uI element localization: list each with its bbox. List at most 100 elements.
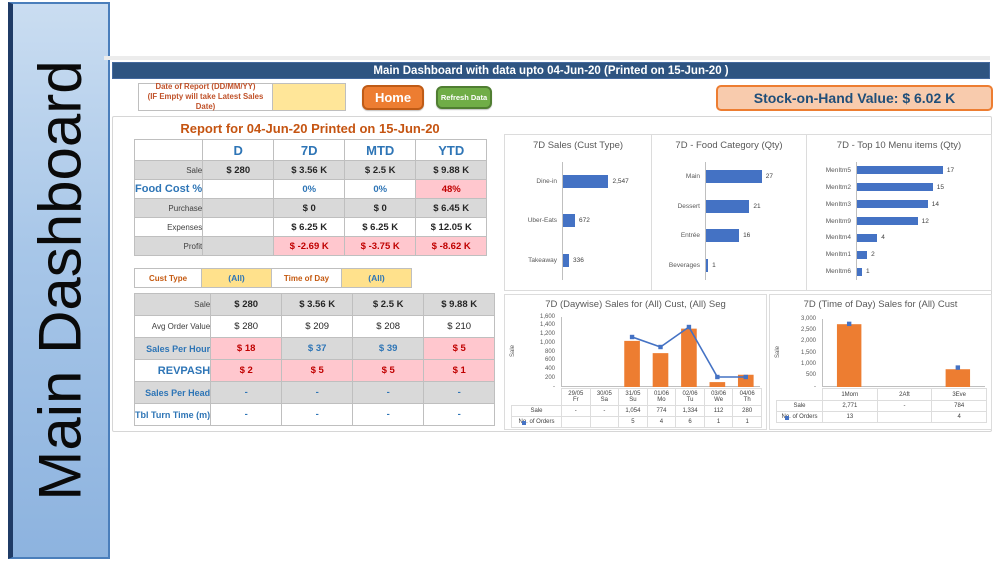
- cust-type-filter[interactable]: (All): [201, 268, 272, 288]
- bar-track: 1: [705, 250, 802, 280]
- category-header: 2Aft: [876, 388, 933, 401]
- bar: [737, 374, 754, 387]
- hbar-row: MenItm1 2: [809, 246, 987, 264]
- time-of-day-filter[interactable]: (All): [341, 268, 412, 288]
- table-cell: 0%: [273, 179, 346, 199]
- home-button[interactable]: Home: [362, 85, 424, 110]
- filter-row: Cust Type (All) Time of Day (All): [134, 268, 412, 288]
- chart-data-table: 1Morn 2Aft 3Eve Sale 2,771-784 No. of Orders 1…: [776, 388, 987, 423]
- chart-title: 7D (Time of Day) Sales for (All) Cust: [803, 299, 958, 310]
- main-panel: Report for 04-Jun-20 Printed on 15-Jun-2…: [112, 116, 992, 432]
- table-cell: $ 3.56 K: [281, 293, 354, 316]
- table-cell: 6: [675, 416, 705, 428]
- table-cell: 784: [931, 400, 987, 412]
- table-cell: 280: [732, 405, 762, 417]
- y-tick: -: [814, 383, 816, 390]
- table-row: Sale $ 280 $ 3.56 K $ 2.5 K $ 9.88 K: [133, 293, 496, 316]
- chart-data-table: 29/05 Fr 30/05 Sa 31/05 Su 01/06 Mo 02/06 Tu 03/06…: [511, 388, 762, 428]
- table-cell: $ 12.05 K: [415, 217, 488, 237]
- table-cell: -: [281, 381, 354, 404]
- bar: [857, 250, 868, 259]
- category-header: 04/06 Th: [732, 388, 762, 406]
- bar: [857, 217, 918, 225]
- bar-track: 2,547: [562, 162, 647, 202]
- row-label: Profit: [133, 236, 204, 256]
- data-label: 336: [573, 256, 584, 264]
- category-label: Uber-Eats: [527, 217, 557, 225]
- y-axis-label: Sale: [775, 345, 782, 359]
- bar: [624, 340, 640, 387]
- category-label: Beverages: [668, 261, 700, 269]
- bar-track: 672: [562, 201, 647, 241]
- category-label: MenItm4: [825, 234, 851, 242]
- report-title: Report for 04-Jun-20 Printed on 15-Jun-2…: [180, 121, 440, 136]
- bar-track: 12: [856, 212, 987, 230]
- hbar-plot: Dine-in 2,547 Uber-Eats 672 Takeaway 336: [505, 156, 651, 290]
- row-label: Sales Per Hour: [133, 337, 212, 360]
- hbar-row: MenItm2 15: [809, 178, 987, 196]
- y-tick: 3,000: [800, 315, 816, 322]
- chart-food-category: 7D - Food Category (Qty) Main 27 Dessert 21 E…: [651, 134, 807, 291]
- chart-daywise-sales: 7D (Daywise) Sales for (All) Cust, (All)…: [504, 294, 767, 430]
- chart-cust-type: 7D Sales (Cust Type) Dine-in 2,547 Uber-Eat…: [504, 134, 652, 291]
- table-cell: 1,334: [675, 405, 705, 417]
- category-label: MenItm2: [825, 183, 851, 191]
- table-row: No. of Orders 5 4 6 1 1: [511, 416, 762, 428]
- column-header: D: [202, 139, 275, 161]
- hbar-row: Uber-Eats 672: [507, 201, 647, 241]
- table-cell: $ 39: [352, 337, 425, 360]
- table-cell: $ 9.88 K: [423, 293, 496, 316]
- filter-label: Cust Type: [134, 268, 202, 288]
- legend-label: Sale: [530, 408, 543, 414]
- y-tick: 600: [544, 357, 555, 364]
- table-row: Purchase $ 0 $ 0 $ 6.45 K: [133, 198, 488, 218]
- bar-track: 4: [856, 229, 987, 247]
- refresh-data-button[interactable]: Refresh Data: [436, 86, 492, 109]
- data-label: 672: [579, 217, 590, 225]
- row-label: Sales Per Head: [133, 381, 212, 404]
- bar: [706, 258, 709, 272]
- date-of-report-input[interactable]: [272, 84, 345, 110]
- category-label: MenItm1: [825, 251, 851, 259]
- line-marker: [846, 321, 852, 327]
- row-label: Sale: [133, 293, 212, 316]
- table-cell: $ 18: [210, 337, 283, 360]
- bar-track: 21: [705, 191, 802, 221]
- category-header: 29/05 Fr: [561, 388, 591, 406]
- line-marker: [715, 374, 720, 380]
- bar: [706, 229, 740, 243]
- data-label: 27: [765, 173, 774, 181]
- hbar-plot: MenItm5 17 MenItm2 15 MenItm3 14 MenItm9 12 MenI…: [807, 156, 991, 290]
- table-cell: $ 210: [423, 315, 496, 338]
- table-cell: 48%: [415, 179, 488, 199]
- category-label: Takeaway: [528, 256, 557, 264]
- legend-label: No. of Orders: [518, 419, 555, 425]
- bar-track: 1: [856, 263, 987, 281]
- bar: [563, 253, 569, 267]
- column-header: MTD: [344, 139, 417, 161]
- legend-label: Sale: [793, 403, 806, 409]
- top-divider: [104, 56, 990, 60]
- table-row: Sales Per Hour $ 18 $ 37 $ 39 $ 5: [133, 337, 496, 360]
- legend-cell: Sale: [511, 405, 562, 417]
- data-label: 2: [871, 251, 875, 259]
- sheet-tab-banner: Main Dashboard: [8, 2, 110, 559]
- bar-track: 336: [562, 240, 647, 280]
- bar-track: 2: [856, 246, 987, 264]
- row-label: Expenses: [133, 217, 204, 237]
- date-of-report-label: Date of Report (DD/MM/YY) (IF Empty will…: [147, 81, 264, 112]
- table-cell: [202, 236, 275, 256]
- row-label: Tbl Turn Time (m): [133, 403, 212, 426]
- y-tick: 800: [544, 348, 555, 355]
- y-tick: 1,600: [539, 313, 555, 320]
- table-cell: $ 37: [281, 337, 354, 360]
- table-cell: $ 280: [210, 293, 283, 316]
- table-cell: -: [352, 381, 425, 404]
- data-label: 16: [743, 232, 751, 240]
- table-cell: $ 2: [210, 359, 283, 382]
- data-label: 15: [936, 183, 945, 191]
- line-marker: [743, 374, 748, 380]
- legend-cell: No. of Orders: [511, 416, 562, 428]
- row-label: REVPASH: [133, 359, 212, 382]
- table-cell: $ 208: [352, 315, 425, 338]
